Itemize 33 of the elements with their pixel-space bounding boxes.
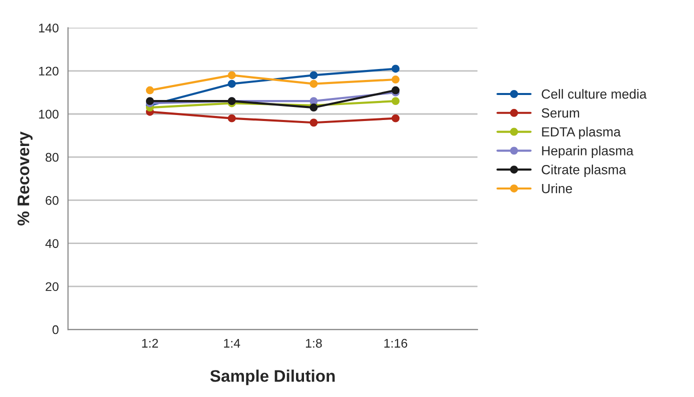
legend-label: Citrate plasma: [542, 164, 626, 177]
point: [310, 80, 318, 88]
point: [392, 114, 400, 122]
y-tick-label: 40: [45, 239, 58, 248]
legend-label: Urine: [542, 184, 572, 194]
y-tick-label: 0: [52, 325, 58, 334]
point: [310, 97, 318, 106]
y-axis-title: % Recovery: [18, 131, 33, 226]
point: [228, 71, 236, 80]
y-tick-label: 60: [46, 196, 58, 205]
point: [310, 71, 318, 80]
y-tick-label: 100: [39, 110, 58, 119]
y-tick-label: 140: [39, 24, 58, 32]
legend-label: EDTA plasma: [542, 126, 621, 140]
point: [310, 104, 318, 112]
x-tick-label: 1:4: [224, 338, 240, 348]
point: [228, 80, 236, 88]
y-tick-label: 120: [39, 66, 58, 76]
legend-label: Cell culture media: [542, 89, 647, 99]
point: [228, 114, 236, 122]
x-axis-title: Sample Dilution: [210, 370, 335, 386]
point: [392, 64, 400, 73]
legend-label: Heparin plasma: [542, 146, 634, 158]
point: [392, 97, 400, 106]
legend-label: Serum: [542, 108, 580, 118]
y-tick-label: 80: [46, 152, 58, 162]
point: [392, 76, 400, 84]
point: [310, 118, 318, 127]
x-tick-label: 1:8: [306, 338, 322, 348]
x-tick-label: 1:16: [384, 338, 408, 348]
x-tick-label: 1:2: [142, 338, 158, 348]
point: [146, 86, 154, 94]
y-tick-label: 20: [46, 282, 58, 292]
